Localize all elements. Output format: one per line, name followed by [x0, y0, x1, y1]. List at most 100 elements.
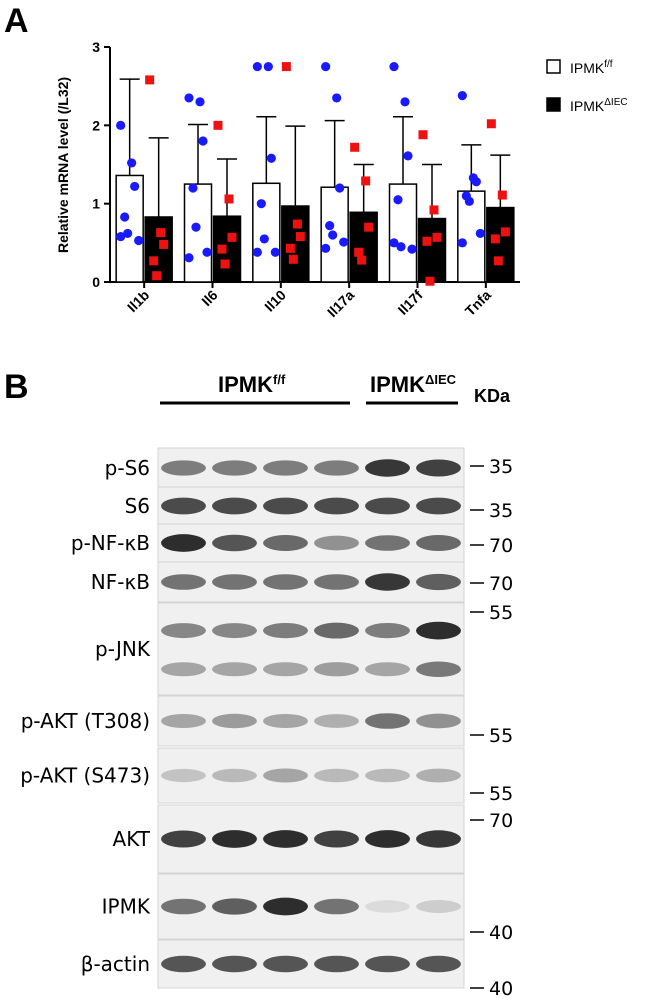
band: [212, 955, 257, 973]
data-point: [497, 190, 507, 200]
panel-a-letter: A: [4, 2, 29, 40]
band: [212, 662, 257, 677]
group-label-diec: IPMKΔIEC: [370, 372, 457, 397]
marker-label: 70: [489, 810, 513, 832]
band: [416, 661, 461, 677]
data-point: [400, 97, 410, 107]
data-point: [281, 62, 291, 72]
band: [161, 534, 206, 552]
data-point: [191, 222, 201, 232]
blot-background: [157, 939, 465, 989]
legend-label-ff: IPMKf/f: [570, 59, 613, 76]
band: [416, 900, 461, 913]
blot-label: NF-κB: [91, 570, 150, 594]
band: [416, 497, 461, 515]
data-point: [252, 61, 262, 72]
category-labels: Il1b Il6 Il10 Il17a Il17f Tnfa: [124, 282, 494, 320]
data-point: [198, 136, 208, 146]
legend: IPMKf/f IPMKΔIEC: [546, 59, 628, 114]
data-point: [227, 232, 237, 242]
band: [161, 955, 206, 973]
blot-background: [157, 602, 465, 696]
band: [365, 955, 410, 973]
data-point: [259, 234, 269, 244]
blot-label: S6: [125, 494, 150, 518]
blot-background: [157, 804, 465, 874]
blot-row: S6 35: [125, 486, 513, 526]
band: [212, 574, 257, 590]
band: [365, 573, 410, 591]
y-axis-label: Relative mRNA level (/L32): [55, 77, 71, 253]
band: [161, 768, 206, 783]
band: [161, 497, 206, 515]
blot-row: β-actin 40: [81, 939, 513, 999]
data-point: [321, 61, 331, 72]
band: [263, 955, 308, 973]
bar: [252, 182, 281, 283]
band: [365, 830, 410, 848]
blot-label: p-AKT (T308): [21, 709, 150, 733]
data-point: [457, 90, 467, 101]
band: [314, 662, 359, 677]
category-label: Il10: [261, 287, 289, 315]
band: [314, 574, 359, 590]
band: [212, 830, 257, 848]
data-point: [127, 158, 137, 168]
band: [314, 830, 359, 848]
data-point: [393, 195, 403, 205]
band: [161, 662, 206, 677]
band: [263, 897, 308, 916]
y-tick-label: 1: [92, 196, 100, 212]
legend-label-diec: IPMKΔIEC: [570, 97, 628, 114]
data-point: [152, 271, 162, 281]
band: [416, 535, 461, 551]
data-point: [500, 227, 510, 237]
category-label: Il6: [198, 287, 220, 309]
band: [263, 622, 308, 639]
bar: [144, 216, 173, 283]
marker-label: 40: [489, 978, 513, 999]
band: [314, 898, 359, 915]
blot-row: p-S6 35: [105, 447, 513, 489]
data-point: [389, 238, 399, 248]
band: [365, 900, 410, 913]
data-point: [354, 247, 364, 257]
band: [365, 622, 410, 639]
band: [365, 497, 410, 515]
data-point: [357, 255, 367, 265]
band: [365, 713, 410, 729]
band: [314, 714, 359, 728]
data-point: [188, 183, 198, 193]
data-point: [220, 259, 230, 269]
data-point: [116, 120, 126, 130]
data-point: [256, 199, 266, 209]
data-point: [252, 247, 262, 257]
band: [161, 460, 206, 476]
band: [161, 623, 206, 639]
band: [314, 768, 359, 783]
band: [212, 460, 257, 476]
band: [263, 535, 308, 551]
band: [416, 573, 461, 591]
band: [212, 497, 257, 515]
data-point: [418, 130, 428, 140]
data-point: [361, 176, 371, 186]
data-point: [288, 254, 298, 264]
data-point: [339, 237, 349, 247]
data-point: [270, 247, 280, 257]
data-point: [432, 232, 442, 242]
chart-bars: [115, 78, 515, 283]
band: [416, 768, 461, 783]
data-point: [156, 228, 166, 238]
category-label: Il17a: [324, 287, 357, 320]
data-point: [493, 256, 503, 266]
data-point: [325, 221, 335, 231]
marker-label: 35: [489, 456, 513, 478]
data-point: [292, 219, 302, 229]
y-tick-label: 0: [92, 274, 100, 290]
marker-label: 35: [489, 500, 513, 522]
data-point: [429, 205, 439, 215]
bar: [486, 206, 515, 283]
data-point: [490, 234, 500, 244]
chart-axes: 0 1 2 3: [92, 39, 520, 290]
